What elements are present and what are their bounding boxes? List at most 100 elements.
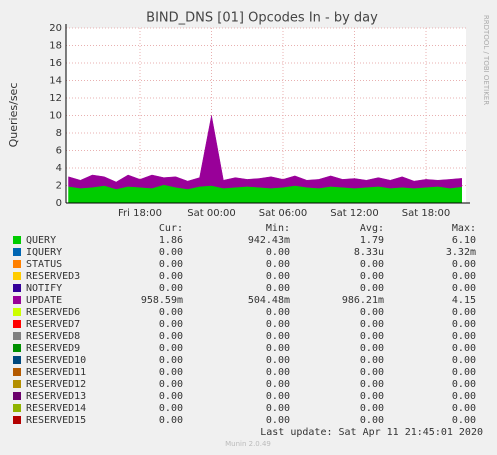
legend-label: RESERVED10 — [26, 355, 86, 366]
legend-swatch — [13, 344, 21, 352]
column-header: Min: — [266, 223, 290, 234]
x-tick-label: Sat 18:00 — [402, 208, 450, 219]
legend-label: RESERVED12 — [26, 379, 86, 390]
stat-value: 0.00 — [266, 367, 290, 378]
legend-label: UPDATE — [26, 295, 62, 306]
y-tick-label: 14 — [49, 76, 62, 87]
legend-swatch — [13, 332, 21, 340]
column-header: Avg: — [360, 223, 384, 234]
stat-value: 0.00 — [159, 391, 183, 402]
footer: Munin 2.0.49 — [225, 440, 271, 448]
legend-swatch — [13, 404, 21, 412]
stat-value: 4.15 — [452, 295, 476, 306]
stat-value: 0.00 — [452, 343, 476, 354]
legend-label: RESERVED6 — [26, 307, 80, 318]
stat-value: 0.00 — [452, 319, 476, 330]
stat-value: 958.59m — [141, 295, 183, 306]
y-tick-label: 0 — [56, 198, 62, 209]
y-tick-label: 12 — [49, 93, 62, 104]
stat-value: 0.00 — [266, 307, 290, 318]
legend-label: RESERVED3 — [26, 271, 80, 282]
stat-value: 0.00 — [266, 271, 290, 282]
legend-swatch — [13, 284, 21, 292]
y-tick-label: 20 — [49, 23, 62, 34]
stat-value: 0.00 — [159, 343, 183, 354]
stat-value: 0.00 — [266, 379, 290, 390]
legend-label: RESERVED14 — [26, 403, 86, 414]
stat-value: 0.00 — [452, 271, 476, 282]
stat-value: 0.00 — [452, 379, 476, 390]
legend-label: RESERVED7 — [26, 319, 80, 330]
stat-value: 0.00 — [266, 355, 290, 366]
legend-label: NOTIFY — [26, 283, 62, 294]
y-tick-label: 8 — [56, 128, 62, 139]
legend-swatch — [13, 416, 21, 424]
stat-value: 0.00 — [360, 319, 384, 330]
y-tick-label: 18 — [49, 41, 62, 52]
stat-value: 0.00 — [452, 259, 476, 270]
stat-value: 0.00 — [266, 415, 290, 426]
stat-value: 0.00 — [266, 247, 290, 258]
x-tick-label: Sat 12:00 — [330, 208, 378, 219]
stat-value: 0.00 — [159, 331, 183, 342]
stat-value: 0.00 — [159, 271, 183, 282]
y-axis-label: Queries/sec — [7, 83, 20, 148]
legend-swatch — [13, 248, 21, 256]
stat-value: 0.00 — [360, 283, 384, 294]
x-tick-label: Sat 00:00 — [187, 208, 235, 219]
stat-value: 0.00 — [452, 391, 476, 402]
stat-value: 0.00 — [360, 367, 384, 378]
stat-value: 504.48m — [248, 295, 290, 306]
legend-swatch — [13, 368, 21, 376]
stat-value: 0.00 — [159, 319, 183, 330]
stat-value: 942.43m — [248, 235, 290, 246]
y-tick-label: 2 — [56, 181, 62, 192]
legend-swatch — [13, 260, 21, 268]
y-tick-label: 6 — [56, 146, 62, 157]
y-tick-label: 16 — [49, 58, 62, 69]
stat-value: 0.00 — [360, 331, 384, 342]
stat-value: 3.32m — [446, 247, 476, 258]
stat-value: 0.00 — [452, 403, 476, 414]
stat-value: 0.00 — [159, 379, 183, 390]
stat-value: 0.00 — [266, 343, 290, 354]
stat-value: 8.33u — [354, 247, 384, 258]
last-update: Last update: Sat Apr 11 21:45:01 2020 — [260, 427, 483, 438]
stat-value: 1.86 — [159, 235, 183, 246]
legend-label: IQUERY — [26, 247, 62, 258]
stat-value: 0.00 — [266, 391, 290, 402]
legend-swatch — [13, 308, 21, 316]
legend-swatch — [13, 272, 21, 280]
stat-value: 0.00 — [360, 355, 384, 366]
labels: 0 2 4 6 8 10 12 14 16 18 20 Fri 18:00 Sat 00:00 Sat 0… — [13, 23, 476, 426]
stat-value: 0.00 — [360, 343, 384, 354]
legend-swatch — [13, 296, 21, 304]
stat-value: 0.00 — [159, 415, 183, 426]
legend-swatch — [13, 392, 21, 400]
legend-label: RESERVED9 — [26, 343, 80, 354]
stat-value: 0.00 — [159, 367, 183, 378]
stat-value: 0.00 — [360, 403, 384, 414]
stat-value: 0.00 — [159, 355, 183, 366]
stat-value: 0.00 — [360, 259, 384, 270]
stat-value: 0.00 — [360, 307, 384, 318]
stat-value: 0.00 — [360, 391, 384, 402]
legend-swatch — [13, 380, 21, 388]
stat-value: 0.00 — [159, 259, 183, 270]
stat-value: 1.79 — [360, 235, 384, 246]
legend-label: RESERVED13 — [26, 391, 86, 402]
stat-value: 0.00 — [266, 319, 290, 330]
chart-title: BIND_DNS [01] Opcodes In - by day — [146, 11, 378, 26]
stat-value: 0.00 — [452, 367, 476, 378]
legend-swatch — [13, 320, 21, 328]
legend-label: RESERVED8 — [26, 331, 80, 342]
area — [68, 115, 462, 190]
y-tick-label: 4 — [56, 163, 62, 174]
stat-value: 0.00 — [266, 403, 290, 414]
legend-label: STATUS — [26, 259, 62, 270]
stat-value: 0.00 — [360, 379, 384, 390]
stat-value: 0.00 — [360, 271, 384, 282]
legend-label: RESERVED11 — [26, 367, 86, 378]
column-header: Max: — [452, 223, 476, 234]
stat-value: 0.00 — [360, 415, 384, 426]
